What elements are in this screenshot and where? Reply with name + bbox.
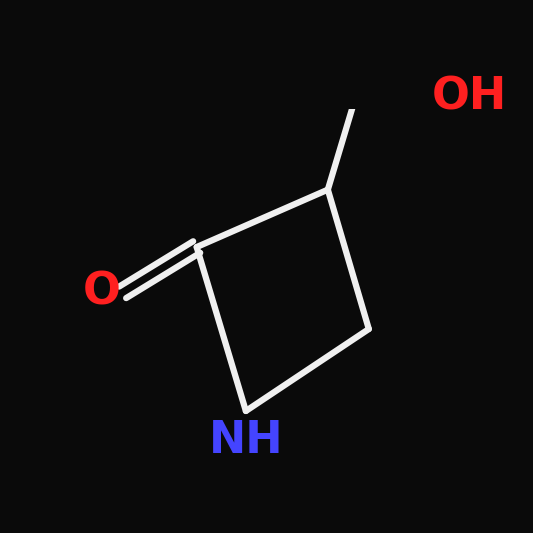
Text: O: O bbox=[83, 271, 120, 314]
Text: O: O bbox=[344, 0, 382, 5]
Text: NH: NH bbox=[208, 419, 283, 462]
Text: OH: OH bbox=[432, 76, 507, 119]
